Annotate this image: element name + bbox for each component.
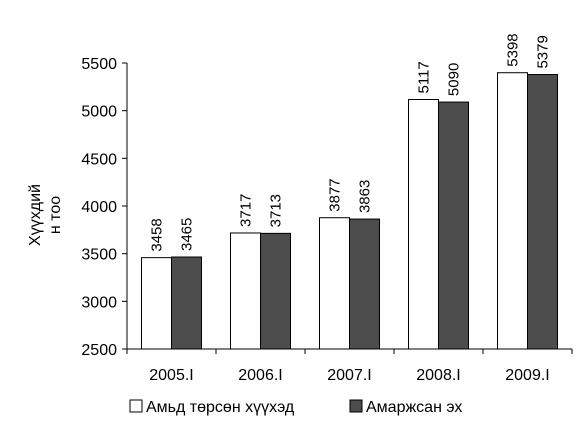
data-label: 3717: [238, 194, 255, 227]
y-tick-label: 5500: [81, 56, 117, 73]
data-label: 3863: [357, 180, 374, 213]
legend-swatch: [349, 399, 363, 413]
bar-mothers: [260, 232, 291, 350]
bar-mothers: [349, 218, 380, 350]
y-tick-label: 3000: [81, 294, 117, 311]
x-tick-label: 2005.I: [149, 367, 193, 384]
y-axis-label-line-2: н тоо: [47, 196, 64, 234]
data-label: 3458: [149, 218, 166, 251]
bars: [141, 72, 558, 350]
y-tick-label: 5000: [81, 104, 117, 121]
y-tick-label: 4500: [81, 151, 117, 168]
y-tick-label: 4000: [81, 199, 117, 216]
data-label: 5090: [446, 63, 463, 96]
y-tick-label: 3500: [81, 247, 117, 264]
legend-label: Амьд төрсөн хүүхэд: [146, 399, 295, 416]
x-tick-label: 2006.I: [238, 367, 282, 384]
data-label: 3877: [327, 178, 344, 211]
legend-label: Амаржсан эх: [366, 399, 462, 416]
data-label: 5117: [416, 61, 433, 93]
axes: 2500 3000 3500 4000 4500 5000 5500 2005.I 2006.I…: [81, 56, 573, 384]
data-label: 3713: [268, 194, 285, 227]
data-label: 5379: [535, 35, 552, 68]
bar-born-children: [230, 232, 261, 350]
data-labels: 3458 3465 3717 3713 3877 3863 5117 5090 5398 5379: [149, 33, 552, 251]
legend-swatch: [129, 399, 143, 413]
x-tick-label: 2008.I: [416, 367, 460, 384]
y-tick-label: 2500: [81, 342, 117, 359]
y-axis-label: Хүүхдий н тоо: [27, 184, 64, 246]
legend: Амьд төрсөн хүүхэд Амаржсан эх: [129, 399, 462, 416]
bar-born-children: [319, 217, 350, 350]
bar-born-children: [497, 72, 528, 350]
bar-mothers: [527, 74, 558, 350]
x-tick-label: 2009.I: [505, 367, 549, 384]
y-axis-label-line-1: Хүүхдий: [27, 184, 44, 246]
x-tick-label: 2007.I: [327, 367, 371, 384]
data-label: 5398: [505, 33, 522, 66]
bar-mothers: [171, 256, 202, 350]
bar-born-children: [408, 99, 439, 350]
bar-mothers: [438, 101, 469, 350]
bar-born-children: [141, 257, 172, 350]
data-label: 3465: [179, 218, 196, 251]
